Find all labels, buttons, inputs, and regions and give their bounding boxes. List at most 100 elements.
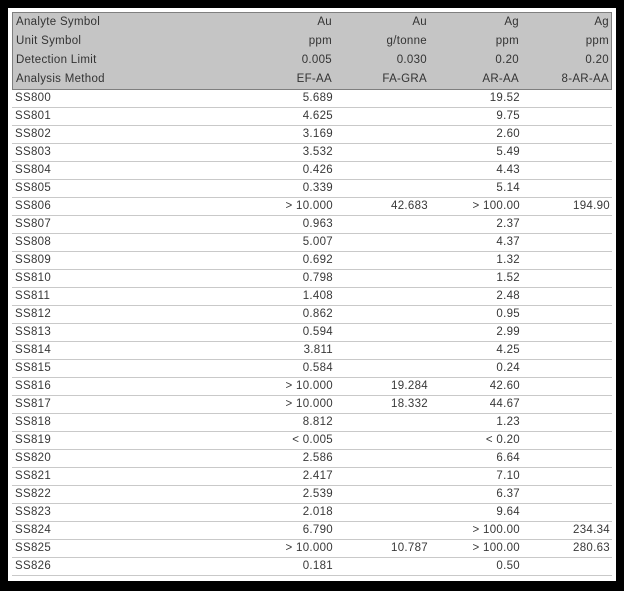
header-cell: 0.005 [301, 54, 332, 66]
header-cell: Ag [594, 16, 609, 28]
table-row: SS810 0.798 1.52 [12, 270, 612, 288]
header-row-label: Analysis Method [16, 73, 105, 85]
sample-id: SS817 [15, 398, 52, 410]
value-cell [335, 360, 430, 377]
table-row: SS803 3.532 5.49 [12, 144, 612, 162]
value-cell: 0.862 [302, 308, 333, 320]
value-cell [522, 342, 612, 359]
value-cell: 1.52 [496, 272, 520, 284]
value-cell [335, 180, 430, 197]
table-row: SS807 0.963 2.37 [12, 216, 612, 234]
sample-id: SS807 [15, 218, 52, 230]
value-cell [335, 414, 430, 431]
value-cell [335, 144, 430, 161]
sample-id: SS805 [15, 182, 52, 194]
table-row: SS818 8.812 1.23 [12, 414, 612, 432]
value-cell: 2.60 [496, 128, 520, 140]
sample-id: SS800 [15, 92, 52, 104]
header-row: Detection Limit 0.005 0.030 0.20 0.20 [13, 51, 611, 70]
sample-id: SS819 [15, 434, 52, 446]
sample-id: SS804 [15, 164, 52, 176]
value-cell: > 100.00 [472, 542, 520, 554]
value-cell: 0.24 [496, 362, 520, 374]
sample-id: SS806 [15, 200, 52, 212]
header-cell: 8-AR-AA [561, 73, 609, 85]
value-cell: 0.594 [302, 326, 333, 338]
value-cell [522, 216, 612, 233]
table-row: SS825 > 10.000 10.787 > 100.00 280.63 [12, 540, 612, 558]
sample-id: SS815 [15, 362, 52, 374]
value-cell: 0.95 [496, 308, 520, 320]
table-row: SS809 0.692 1.32 [12, 252, 612, 270]
sample-id: SS824 [15, 524, 52, 536]
value-cell: > 10.000 [285, 200, 333, 212]
sample-id: SS801 [15, 110, 52, 122]
value-cell: > 10.000 [285, 542, 333, 554]
value-cell: > 100.00 [472, 524, 520, 536]
page: Analyte Symbol Au Au Ag Ag Unit Symbol p… [8, 8, 616, 581]
value-cell: 4.625 [302, 110, 333, 122]
sample-id: SS822 [15, 488, 52, 500]
header-row: Unit Symbol ppm g/tonne ppm ppm [13, 32, 611, 51]
value-cell [335, 270, 430, 287]
sample-id: SS816 [15, 380, 52, 392]
header-cell: ppm [495, 35, 519, 47]
header-cell: 0.20 [585, 54, 609, 66]
value-cell: 234.34 [573, 524, 610, 536]
sample-id: SS820 [15, 452, 52, 464]
value-cell [522, 396, 612, 413]
value-cell [522, 144, 612, 161]
value-cell: 42.683 [391, 200, 428, 212]
value-cell: 5.007 [302, 236, 333, 248]
header-cell: Au [317, 16, 332, 28]
value-cell [522, 414, 612, 431]
value-cell [522, 90, 612, 107]
value-cell: 6.37 [496, 488, 520, 500]
value-cell [335, 468, 430, 485]
value-cell [335, 324, 430, 341]
table-row: SS824 6.790 > 100.00 234.34 [12, 522, 612, 540]
value-cell [335, 288, 430, 305]
value-cell [522, 288, 612, 305]
table-row: SS812 0.862 0.95 [12, 306, 612, 324]
sample-id: SS809 [15, 254, 52, 266]
value-cell: 9.75 [496, 110, 520, 122]
value-cell [522, 252, 612, 269]
value-cell [522, 234, 612, 251]
sample-id: SS808 [15, 236, 52, 248]
table-row: SS805 0.339 5.14 [12, 180, 612, 198]
value-cell [522, 504, 612, 521]
table-row: SS816 > 10.000 19.284 42.60 [12, 378, 612, 396]
table-row: SS819 < 0.005 < 0.20 [12, 432, 612, 450]
value-cell [335, 522, 430, 539]
value-cell [522, 306, 612, 323]
value-cell: 4.25 [496, 344, 520, 356]
sample-id: SS818 [15, 416, 52, 428]
value-cell: 3.811 [303, 344, 333, 356]
header-cell: AR-AA [482, 73, 519, 85]
header-row-label: Detection Limit [16, 54, 97, 66]
value-cell [522, 360, 612, 377]
value-cell: 5.49 [496, 146, 520, 158]
value-cell: 0.50 [496, 560, 520, 572]
value-cell [522, 180, 612, 197]
table-row: SS817 > 10.000 18.332 44.67 [12, 396, 612, 414]
value-cell: 0.584 [302, 362, 333, 374]
value-cell: 42.60 [489, 380, 520, 392]
header-cell: Au [412, 16, 427, 28]
value-cell [335, 108, 430, 125]
header-cell: EF-AA [296, 73, 332, 85]
value-cell [335, 504, 430, 521]
value-cell [522, 486, 612, 503]
value-cell: 2.539 [302, 488, 333, 500]
table-row: SS802 3.169 2.60 [12, 126, 612, 144]
value-cell [522, 324, 612, 341]
value-cell [335, 558, 430, 575]
value-cell: 4.37 [496, 236, 520, 248]
table-row: SS804 0.426 4.43 [12, 162, 612, 180]
value-cell [335, 162, 430, 179]
table-row: SS801 4.625 9.75 [12, 108, 612, 126]
assay-results-table: Analyte Symbol Au Au Ag Ag Unit Symbol p… [12, 12, 612, 576]
header-cell: ppm [585, 35, 609, 47]
